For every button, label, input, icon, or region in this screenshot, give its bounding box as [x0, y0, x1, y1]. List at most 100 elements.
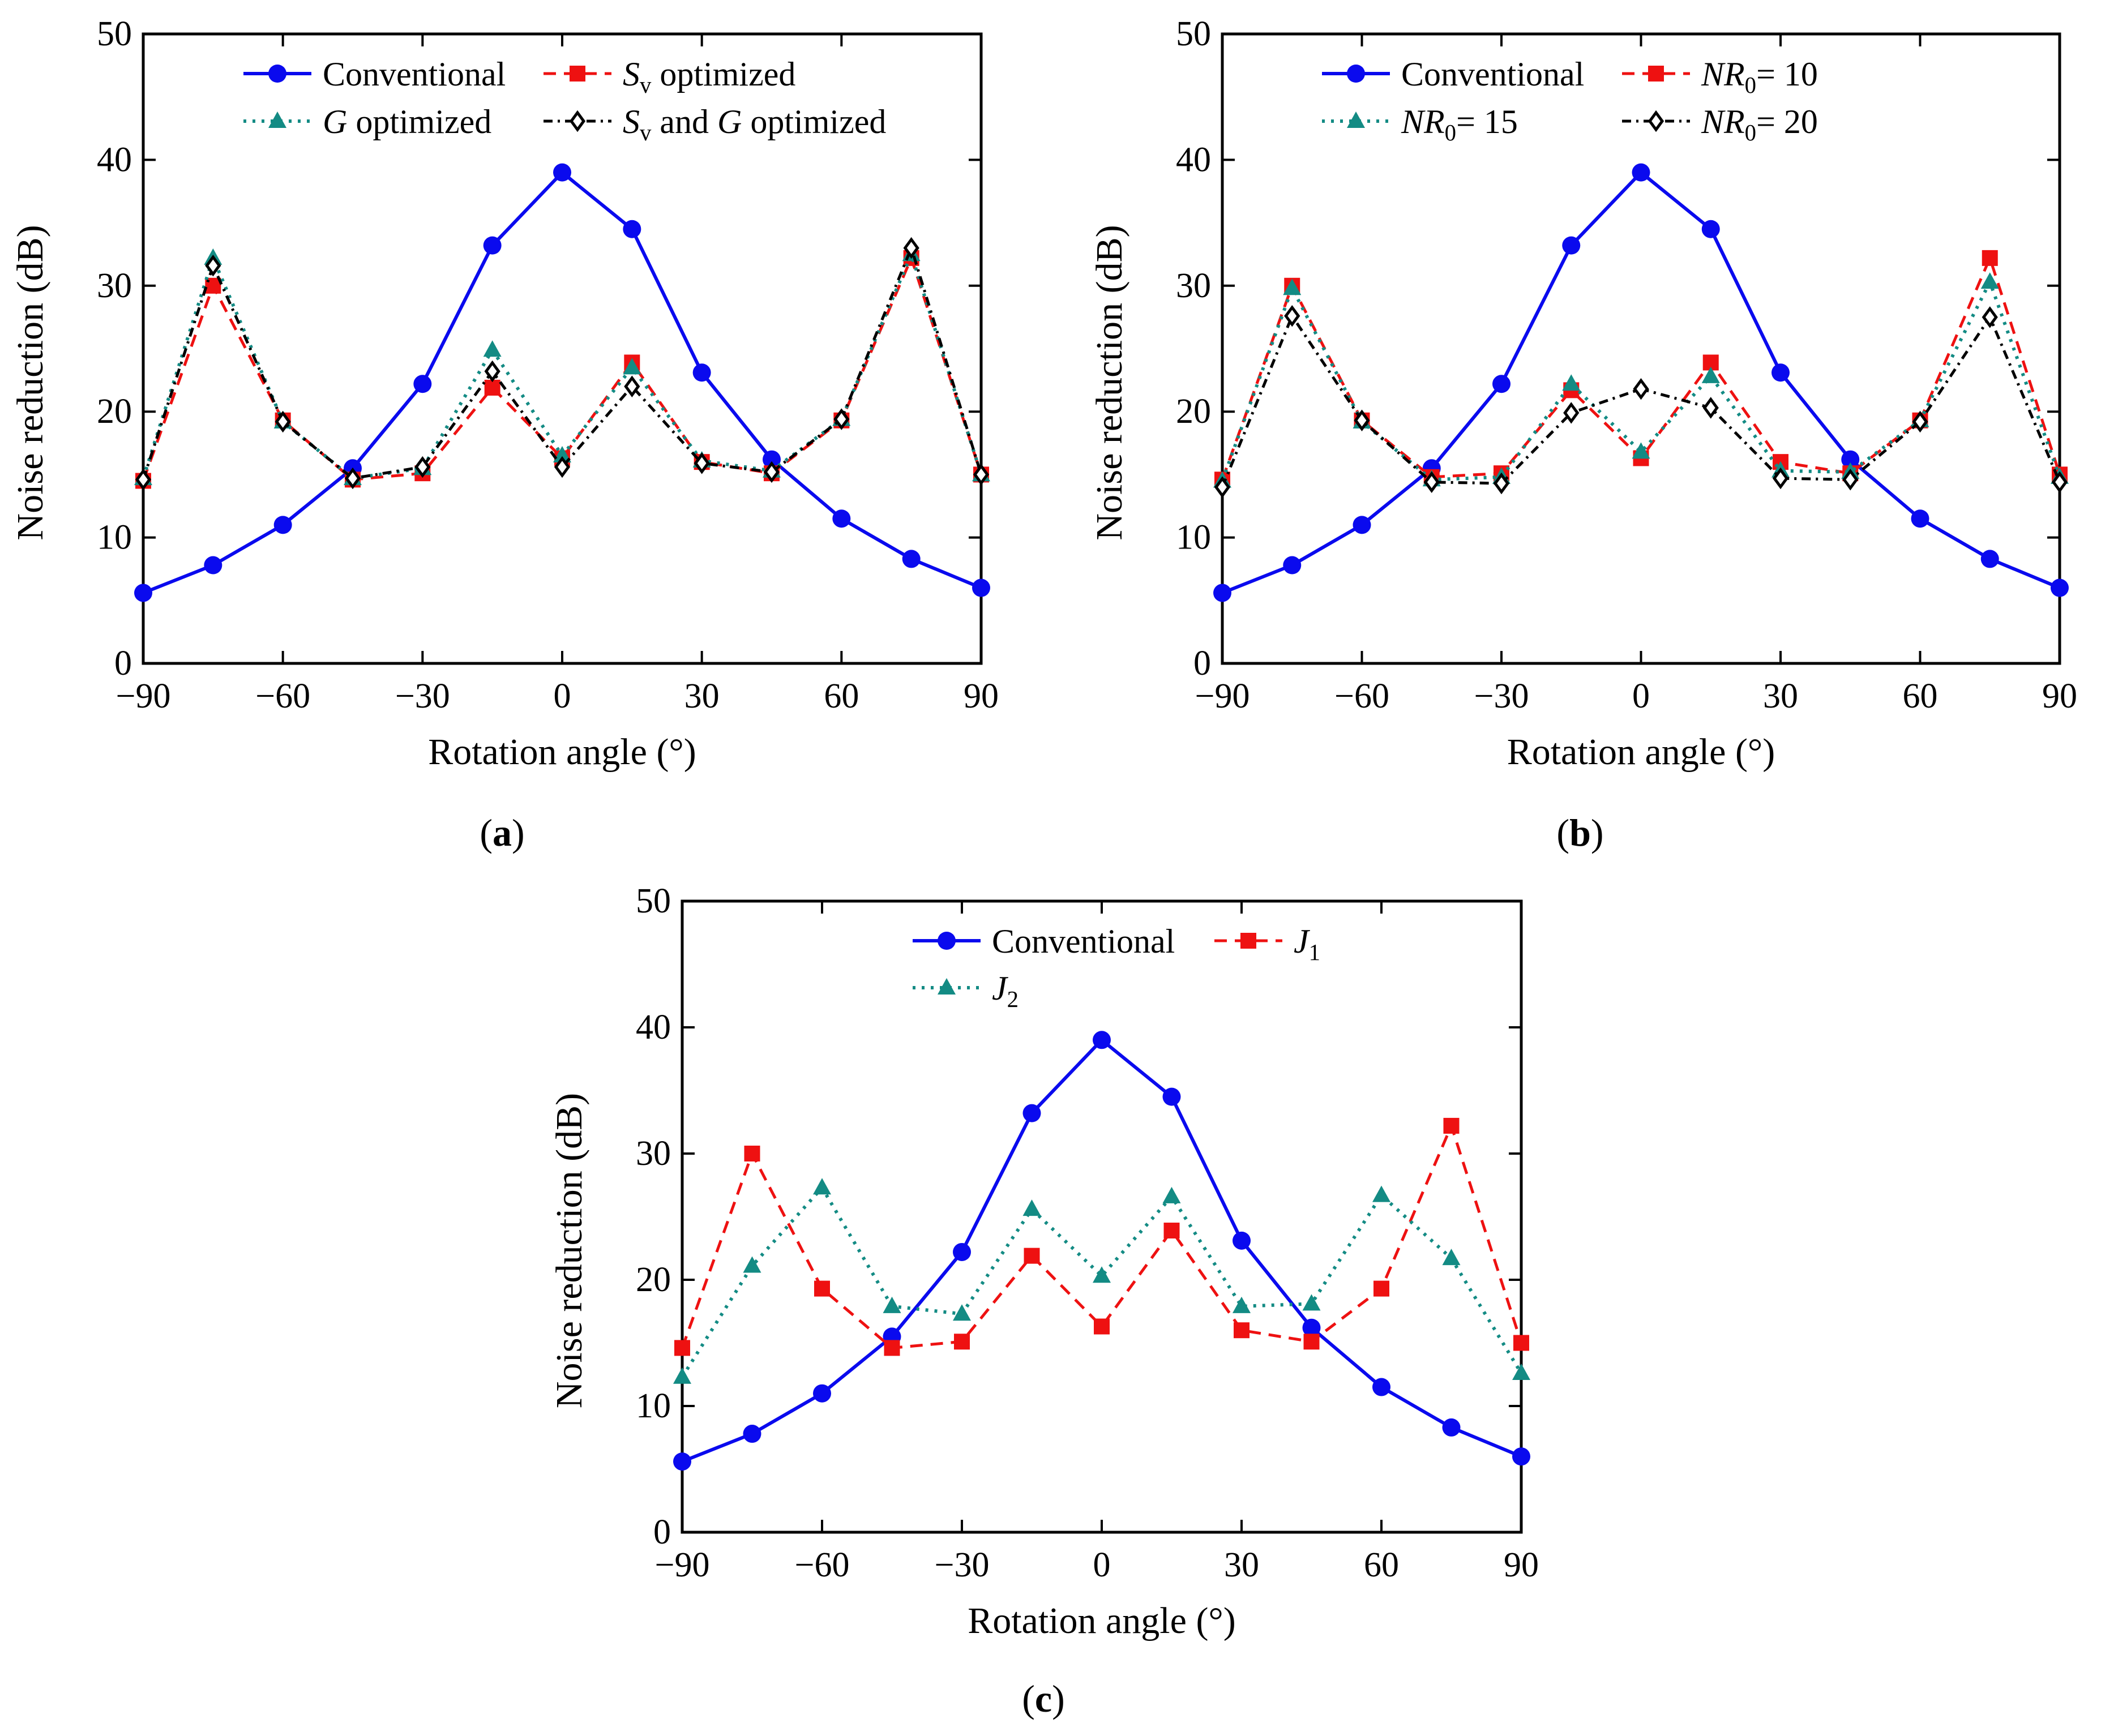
- chart-b-xtick-label: 30: [1763, 677, 1798, 715]
- chart-a-series-3-point: [763, 461, 780, 483]
- chart-a-series-0-point: [413, 375, 432, 393]
- chart-a-series-2-point: [553, 446, 571, 463]
- chart-b-series-0-point: [1701, 220, 1720, 238]
- chart-c-series-1-point: [1024, 1248, 1040, 1264]
- chart-b-legend-marker-1: [1648, 66, 1664, 82]
- panel-label-a-letter: a: [493, 811, 512, 854]
- chart-b-legend-entry-2: NR0= 15: [1322, 103, 1518, 145]
- chart-b-series-0-point: [1911, 509, 1929, 528]
- chart-c-series-1-point: [814, 1280, 830, 1297]
- chart-a-legend-entry-0: Conventional: [243, 55, 506, 93]
- chart-a-series-3-point: [344, 467, 361, 490]
- chart-a-series-1-point: [484, 379, 500, 396]
- chart-a-series-0-point: [902, 550, 921, 568]
- chart-b-series-1-point: [1982, 250, 1998, 266]
- chart-a-xlabel: Rotation angle (°): [428, 731, 696, 773]
- chart-b-series-3-point: [1563, 402, 1580, 424]
- chart-b-series-0-point: [1283, 556, 1302, 575]
- chart-b-xtick-label: 0: [1632, 677, 1650, 715]
- chart-c-series-2-point: [1162, 1186, 1181, 1203]
- chart-b-ytick-label: 50: [1176, 15, 1211, 53]
- chart-c-group: 0 10 20 30 40 50 −90 −60 −30 0 30 60 90 Rotation angl…: [549, 882, 1539, 1641]
- chart-a-series-0-point: [273, 516, 292, 534]
- chart-b-ylabel: Noise reduction (dB): [1089, 225, 1130, 540]
- panel-label-a: (a): [480, 811, 525, 854]
- chart-a-series-2-line: [142, 252, 983, 481]
- chart-c-xlabel: Rotation angle (°): [968, 1600, 1236, 1641]
- chart-b-group: 0 10 20 30 40 50 −90 −60 −30 0 30 60 90 Rotation angl…: [1089, 15, 2077, 773]
- chart-b-series-3: [1214, 305, 2068, 498]
- chart-b-series-0-point: [1353, 516, 1371, 534]
- chart-c-series-0-point: [1022, 1104, 1041, 1122]
- chart-a-series-3-point: [554, 456, 571, 478]
- chart-c-legend-label-2: J2: [992, 970, 1019, 1012]
- chart-b-series-3-point: [1702, 397, 1719, 419]
- chart-a-group: 0 10 20 30 40 50 −90 −60 −30 0 30 60 90 Rotation angl…: [10, 15, 999, 773]
- chart-b-xtick-label: 60: [1903, 677, 1938, 715]
- chart-c-series-2-point: [1372, 1185, 1390, 1202]
- chart-c-series-1-point: [1163, 1223, 1180, 1239]
- chart-c-series-2: [673, 1178, 1530, 1384]
- chart-c-series-2-point: [1093, 1266, 1111, 1283]
- chart-c-series-2-point: [673, 1367, 691, 1384]
- chart-b-ytick-label: 10: [1176, 518, 1211, 557]
- chart-b-series-3-point: [1842, 469, 1859, 491]
- chart-c-xtick-label: 90: [1504, 1546, 1539, 1584]
- chart-a-series-2-point: [483, 340, 502, 357]
- chart-b-series-0-point: [1771, 363, 1790, 382]
- chart-c-series-0-point: [1233, 1231, 1251, 1250]
- chart-b-legend-entry-0: Conventional: [1322, 55, 1584, 93]
- chart-b-series-3-point: [1493, 472, 1510, 495]
- chart-c-series-2-point: [1233, 1296, 1251, 1313]
- chart-b-series-0: [1213, 163, 2069, 602]
- chart-a-series-3-point: [205, 254, 221, 277]
- chart-b-xtick-label: −90: [1195, 677, 1250, 715]
- chart-c-series-0-point: [953, 1242, 971, 1261]
- chart-c-series-1-point: [1513, 1335, 1529, 1351]
- chart-a-series-2-point: [623, 358, 641, 375]
- chart-b-series-3-point: [1354, 409, 1370, 431]
- chart-b-series-3-point: [2051, 471, 2068, 493]
- chart-a-legend-marker-2: [268, 112, 286, 128]
- panel-label-b: (b): [1556, 811, 1604, 854]
- chart-c-series-2-point: [1022, 1199, 1041, 1216]
- chart-a-xtick-label: −60: [255, 677, 310, 715]
- chart-c-series-0-point: [1162, 1087, 1181, 1106]
- chart-c-series-2-point: [743, 1256, 761, 1273]
- chart-c-series-0: [673, 1031, 1530, 1471]
- chart-a-legend-entry-2: G optimized: [243, 103, 491, 140]
- chart-b-series-3-point: [1284, 305, 1300, 327]
- chart-a-ylabel: Noise reduction (dB): [10, 225, 51, 540]
- chart-a-series-2: [134, 245, 990, 486]
- chart-b-legend-label-1: NR0= 10: [1701, 55, 1818, 98]
- chart-c-series-2-point: [813, 1178, 831, 1195]
- chart-a-series-3: [135, 237, 990, 491]
- chart-a-ytick-label: 0: [114, 644, 132, 683]
- chart-c-xtick-label: −30: [935, 1546, 990, 1584]
- chart-c-ytick-label: 0: [653, 1513, 671, 1551]
- chart-a-series-3-point: [973, 464, 990, 486]
- chart-a-ytick-label: 40: [97, 140, 132, 179]
- chart-a-xtick-label: 0: [554, 677, 571, 715]
- chart-a-series-3-point: [903, 237, 919, 259]
- chart-b-series-3-point: [1772, 467, 1789, 490]
- chart-a-series-0-point: [623, 220, 641, 238]
- chart-c-series-0-point: [1512, 1447, 1530, 1466]
- chart-b-series-2-point: [1701, 366, 1720, 383]
- chart-a-series-3-point: [414, 456, 431, 478]
- chart-c-series-2-point: [883, 1296, 901, 1313]
- chart-c-ytick-label: 10: [636, 1387, 671, 1425]
- chart-b-series-2-point: [1632, 442, 1650, 459]
- chart-b-ytick-label: 40: [1176, 140, 1211, 179]
- chart-c-legend-entry-2: J2: [913, 970, 1019, 1012]
- chart-b-series-0-point: [1562, 236, 1581, 255]
- chart-b-frame: [1221, 32, 2061, 665]
- chart-b-series-2-point: [1283, 278, 1302, 295]
- chart-a-legend-marker-0: [268, 65, 286, 83]
- chart-b-legend-marker-0: [1347, 65, 1365, 83]
- chart-a-ytick-label: 50: [97, 15, 132, 53]
- chart-c-ytick-label: 40: [636, 1008, 671, 1047]
- chart-b-series-2-point: [1980, 272, 1999, 289]
- chart-b-legend-marker-3: [1648, 110, 1664, 132]
